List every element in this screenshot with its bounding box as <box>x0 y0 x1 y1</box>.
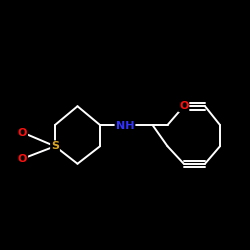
Text: NH: NH <box>116 121 134 131</box>
Text: S: S <box>51 141 59 151</box>
Text: O: O <box>179 101 188 111</box>
Text: O: O <box>18 128 27 138</box>
Text: O: O <box>18 154 27 164</box>
